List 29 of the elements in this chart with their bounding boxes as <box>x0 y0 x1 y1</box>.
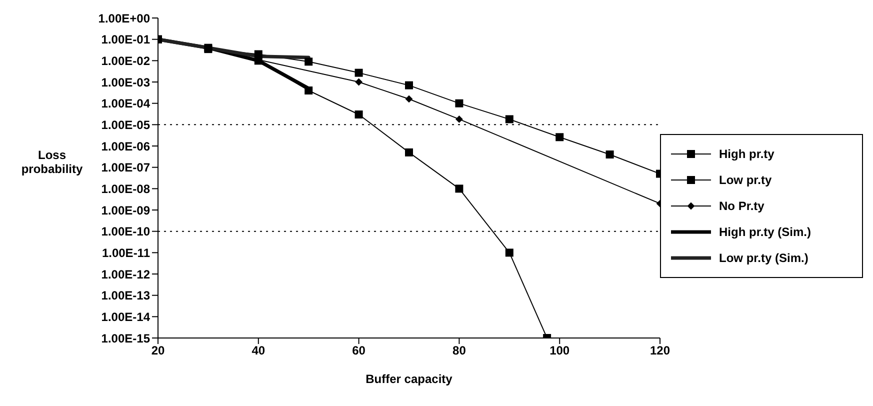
y-tick-label: 1.00E-10 <box>101 224 150 239</box>
y-tick-label: 1.00E-07 <box>101 160 150 175</box>
y-tick-label: 1.00E-12 <box>101 267 150 282</box>
y-tick-label: 1.00E-08 <box>101 182 150 196</box>
y-axis-title: Loss probability <box>20 148 84 176</box>
y-tick-label: 1.00E-03 <box>101 75 150 90</box>
legend-label: Low pr.ty (Sim.) <box>719 250 808 264</box>
legend-label: Low pr.ty <box>719 172 772 186</box>
legend-label: No Pr.ty <box>719 198 764 212</box>
y-tick-label: 1.00E-01 <box>101 32 150 47</box>
y-tick-label: 1.00E-04 <box>101 96 150 111</box>
x-tick-label: 100 <box>550 344 570 358</box>
y-tick-label: 1.00E-09 <box>101 203 150 218</box>
x-tick-label: 120 <box>650 344 670 358</box>
y-tick-label: 1.00E+00 <box>98 11 150 26</box>
y-tick-label: 1.00E-06 <box>101 139 150 154</box>
x-tick-label: 80 <box>452 344 466 358</box>
y-tick-label: 1.00E-13 <box>101 288 150 303</box>
y-tick-label: 1.00E-15 <box>101 331 150 346</box>
x-tick-label: 40 <box>252 344 266 358</box>
legend-label: High pr.ty <box>719 146 774 160</box>
legend-label: High pr.ty (Sim.) <box>719 224 812 238</box>
y-tick-label: 1.00E-11 <box>102 246 150 260</box>
x-tick-label: 20 <box>151 344 165 358</box>
y-tick-label: 1.00E-02 <box>101 54 150 68</box>
x-axis-title: Buffer capacity <box>366 372 453 386</box>
x-tick-label: 60 <box>352 344 366 358</box>
y-tick-label: 1.00E-05 <box>101 118 150 132</box>
y-tick-label: 1.00E-14 <box>101 310 150 324</box>
